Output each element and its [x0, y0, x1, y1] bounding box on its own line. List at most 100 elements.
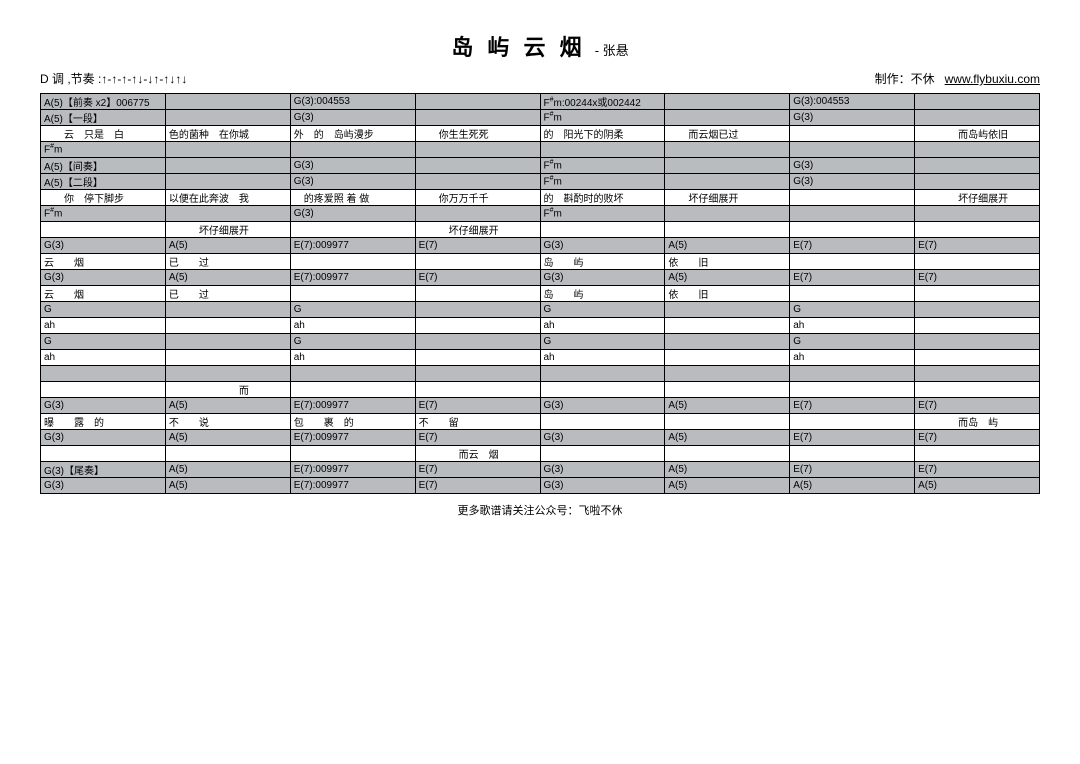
lyric-cell: 依 旧 — [665, 254, 790, 270]
lyric-cell — [665, 222, 790, 238]
lyric-row: 云 只是 白色的菌种 在你城外 的 岛屿漫步 你生生死死的 阳光下的阴柔 而云烟… — [41, 126, 1040, 142]
lyric-cell — [540, 446, 665, 462]
lyric-row: 而云 烟 — [41, 446, 1040, 462]
chord-cell: E(7):009977 — [290, 462, 415, 478]
lyric-cell — [540, 222, 665, 238]
lyric-cell: 坏仔细展开 — [415, 222, 540, 238]
chord-cell — [165, 206, 290, 222]
lyric-cell: ah — [540, 318, 665, 334]
chord-row: A(5)【前奏 x2】006775G(3):004553F#m:00244x或0… — [41, 94, 1040, 110]
chord-sheet: A(5)【前奏 x2】006775G(3):004553F#m:00244x或0… — [40, 93, 1040, 494]
chord-cell: G(3) — [41, 478, 166, 494]
chord-cell — [665, 142, 790, 158]
chord-cell — [165, 302, 290, 318]
lyric-row: ahahahah — [41, 350, 1040, 366]
chord-cell — [165, 142, 290, 158]
lyric-cell: ah — [790, 350, 915, 366]
chord-row: G(3)A(5)E(7):009977E(7)G(3)A(5)E(7)E(7) — [41, 398, 1040, 414]
lyric-cell — [540, 414, 665, 430]
chord-cell: G — [790, 302, 915, 318]
lyric-cell — [915, 446, 1040, 462]
chord-row: A(5)【间奏】G(3)F#mG(3) — [41, 158, 1040, 174]
chord-cell — [915, 110, 1040, 126]
lyric-cell — [665, 446, 790, 462]
lyric-cell — [290, 254, 415, 270]
chord-cell — [415, 206, 540, 222]
lyric-cell — [41, 382, 166, 398]
credit-link[interactable]: www.flybuxiu.com — [945, 72, 1040, 86]
chord-cell: E(7) — [915, 462, 1040, 478]
chord-cell — [915, 366, 1040, 382]
chord-cell — [165, 334, 290, 350]
chord-cell: G(3) — [540, 462, 665, 478]
lyric-cell: 而云烟已过 — [665, 126, 790, 142]
chord-cell — [540, 366, 665, 382]
chord-cell — [665, 302, 790, 318]
lyric-cell: ah — [41, 318, 166, 334]
chord-cell: A(5) — [665, 238, 790, 254]
lyric-cell: ah — [290, 350, 415, 366]
chord-cell — [915, 206, 1040, 222]
chord-cell — [665, 174, 790, 190]
lyric-row: 曝 露 的不 说包 裹 的不 留 而岛 屿 — [41, 414, 1040, 430]
chord-cell — [415, 110, 540, 126]
chord-cell: E(7) — [790, 270, 915, 286]
lyric-cell — [790, 414, 915, 430]
lyric-cell — [790, 190, 915, 206]
lyric-cell: 已 过 — [165, 254, 290, 270]
chord-cell: F#m — [540, 110, 665, 126]
chord-cell: G(3) — [41, 398, 166, 414]
chord-cell: E(7):009977 — [290, 430, 415, 446]
key-rhythm-info: D 调 ,节奏 :↑-↑-↑-↑↓-↓↑-↑↓↑↓ — [40, 70, 187, 87]
lyric-cell: 你万万千千 — [415, 190, 540, 206]
header: 岛 屿 云 烟 - 张悬 — [40, 30, 1040, 62]
lyric-cell — [915, 382, 1040, 398]
lyric-cell — [915, 318, 1040, 334]
chord-cell: A(5) — [915, 478, 1040, 494]
chord-cell — [790, 206, 915, 222]
chord-cell: G(3) — [540, 430, 665, 446]
credit: 制作：不休 www.flybuxiu.com — [875, 70, 1040, 87]
chord-cell: F#m — [41, 142, 166, 158]
chord-cell: G(3) — [790, 158, 915, 174]
lyric-cell: 岛 屿 — [540, 254, 665, 270]
chord-cell: G(3) — [41, 270, 166, 286]
lyric-cell: ah — [540, 350, 665, 366]
lyric-cell — [415, 350, 540, 366]
chord-cell: E(7):009977 — [290, 270, 415, 286]
lyric-cell: ah — [290, 318, 415, 334]
lyric-cell — [540, 382, 665, 398]
chord-row: G(3)A(5)E(7):009977E(7)G(3)A(5)E(7)E(7) — [41, 270, 1040, 286]
chord-cell: G(3) — [540, 478, 665, 494]
lyric-cell — [790, 446, 915, 462]
lyric-cell — [290, 446, 415, 462]
lyric-cell — [790, 222, 915, 238]
lyric-cell: 你 停下脚步 — [41, 190, 166, 206]
lyric-cell — [415, 254, 540, 270]
chord-cell — [415, 142, 540, 158]
chord-cell — [665, 94, 790, 110]
chord-cell — [415, 94, 540, 110]
chord-cell: E(7) — [415, 270, 540, 286]
chord-cell: A(5) — [165, 430, 290, 446]
chord-cell — [41, 366, 166, 382]
lyric-cell: 以便在此奔波 我 — [165, 190, 290, 206]
lyric-cell — [790, 382, 915, 398]
chord-cell — [665, 158, 790, 174]
chord-cell: A(5) — [165, 478, 290, 494]
lyric-cell — [915, 286, 1040, 302]
lyric-row: 坏仔细展开 坏仔细展开 — [41, 222, 1040, 238]
chord-cell — [165, 94, 290, 110]
chord-cell: A(5) — [665, 462, 790, 478]
chord-cell: E(7) — [415, 238, 540, 254]
lyric-cell: 的 阳光下的阴柔 — [540, 126, 665, 142]
chord-cell: G(3) — [290, 206, 415, 222]
chord-cell — [665, 110, 790, 126]
lyric-cell — [665, 318, 790, 334]
chord-cell: G — [540, 302, 665, 318]
chord-cell: A(5) — [165, 398, 290, 414]
chord-cell: A(5) — [165, 462, 290, 478]
lyric-cell — [915, 254, 1040, 270]
chord-cell: E(7) — [790, 462, 915, 478]
lyric-cell — [665, 382, 790, 398]
